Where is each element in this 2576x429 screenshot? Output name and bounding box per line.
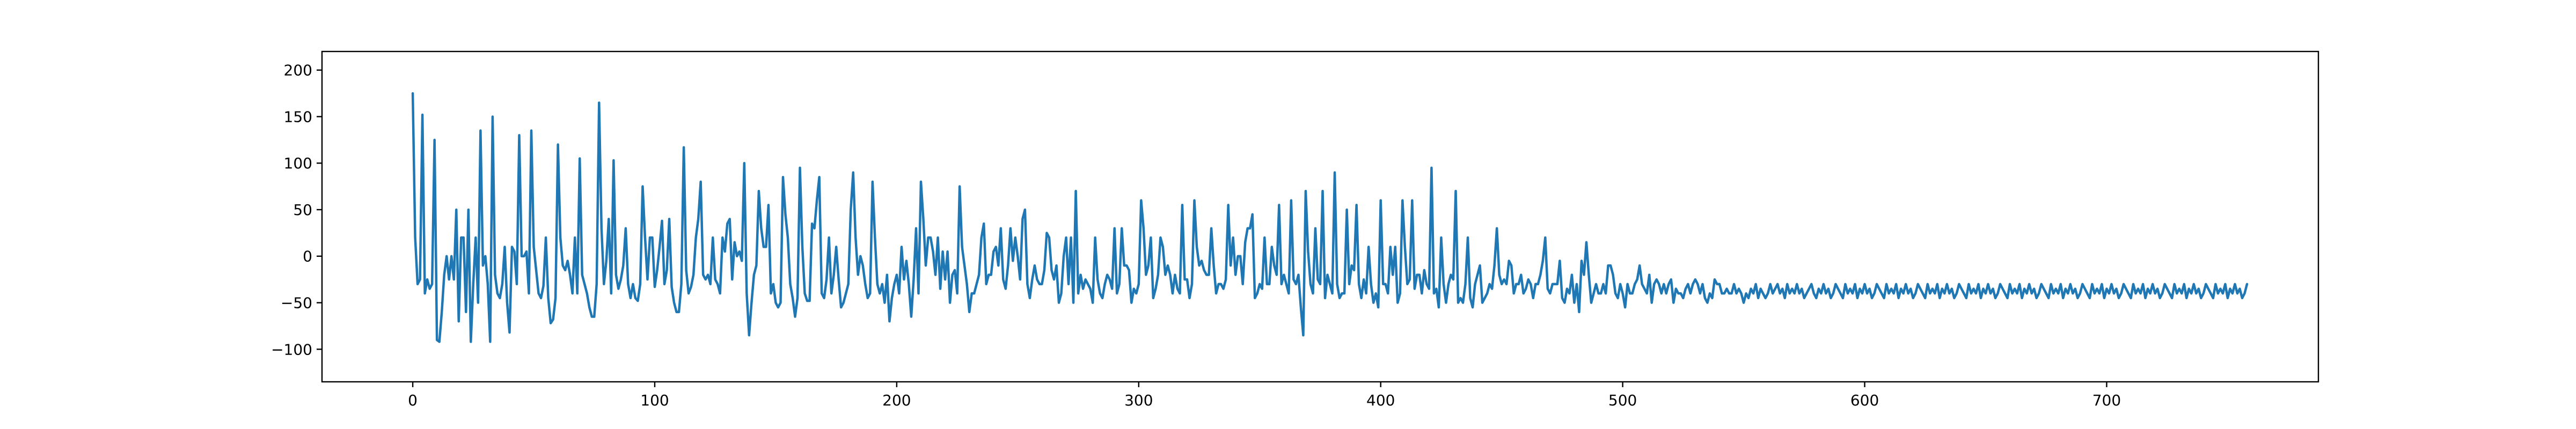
y-tick-label: −50 — [281, 294, 312, 312]
y-tick-label: 200 — [284, 62, 312, 79]
x-tick-label: 500 — [1608, 391, 1637, 409]
y-axis-ticks: −100 −50 0 50 100 150 200 — [271, 62, 322, 358]
x-tick-label: 400 — [1366, 391, 1395, 409]
y-tick-label: 100 — [284, 154, 312, 172]
plot-background — [322, 51, 2318, 382]
y-tick-label: 0 — [303, 248, 312, 265]
series-line-0 — [411, 92, 2249, 343]
plot-frame — [321, 50, 2319, 383]
y-tick-label: 150 — [284, 108, 312, 125]
series-layer — [411, 92, 2249, 343]
x-tick-label: 100 — [640, 391, 669, 409]
x-axis-ticks: 0 100 200 300 400 500 600 700 — [408, 382, 2121, 409]
x-tick-label: 300 — [1124, 391, 1153, 409]
x-tick-label: 200 — [882, 391, 911, 409]
x-tick-label: 700 — [2092, 391, 2121, 409]
y-tick-label: 50 — [293, 201, 312, 219]
y-tick-label: −100 — [271, 341, 312, 358]
x-tick-label: 0 — [408, 391, 418, 409]
x-tick-label: 600 — [1850, 391, 1879, 409]
